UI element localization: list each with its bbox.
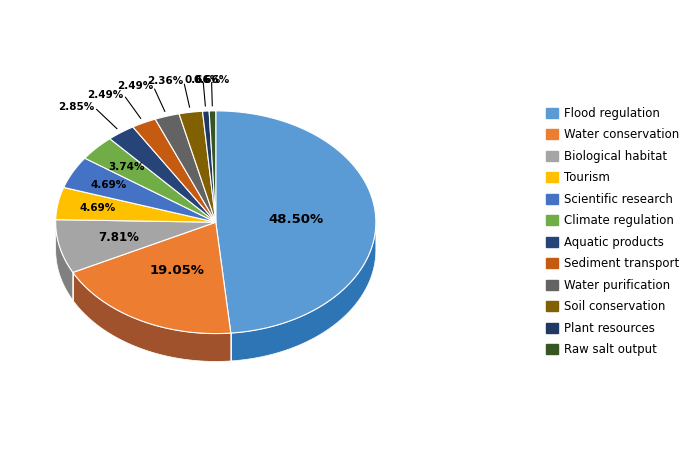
Text: 2.49%: 2.49%: [117, 81, 153, 92]
Text: 0.66%: 0.66%: [185, 75, 221, 85]
Text: 3.74%: 3.74%: [108, 162, 145, 171]
Polygon shape: [110, 127, 216, 222]
Text: 4.69%: 4.69%: [79, 203, 116, 213]
Polygon shape: [209, 111, 216, 222]
Text: 0.66%: 0.66%: [193, 75, 229, 85]
Polygon shape: [179, 111, 216, 222]
Polygon shape: [231, 224, 376, 361]
Polygon shape: [55, 222, 73, 300]
Polygon shape: [216, 111, 376, 333]
Text: 19.05%: 19.05%: [149, 264, 205, 277]
Polygon shape: [133, 119, 216, 222]
Legend: Flood regulation, Water conservation, Biological habitat, Tourism, Scientific re: Flood regulation, Water conservation, Bi…: [546, 107, 679, 356]
Text: 2.36%: 2.36%: [147, 76, 184, 87]
Polygon shape: [55, 219, 216, 272]
Polygon shape: [55, 188, 216, 222]
Polygon shape: [73, 272, 231, 362]
Text: 2.85%: 2.85%: [58, 102, 95, 113]
Text: 2.49%: 2.49%: [88, 90, 124, 100]
Polygon shape: [85, 139, 216, 222]
Polygon shape: [73, 222, 231, 334]
Polygon shape: [155, 114, 216, 222]
Text: 48.50%: 48.50%: [268, 213, 323, 226]
Polygon shape: [203, 111, 216, 222]
Text: 4.69%: 4.69%: [90, 180, 127, 190]
Text: 7.81%: 7.81%: [99, 231, 140, 244]
Polygon shape: [64, 158, 216, 222]
